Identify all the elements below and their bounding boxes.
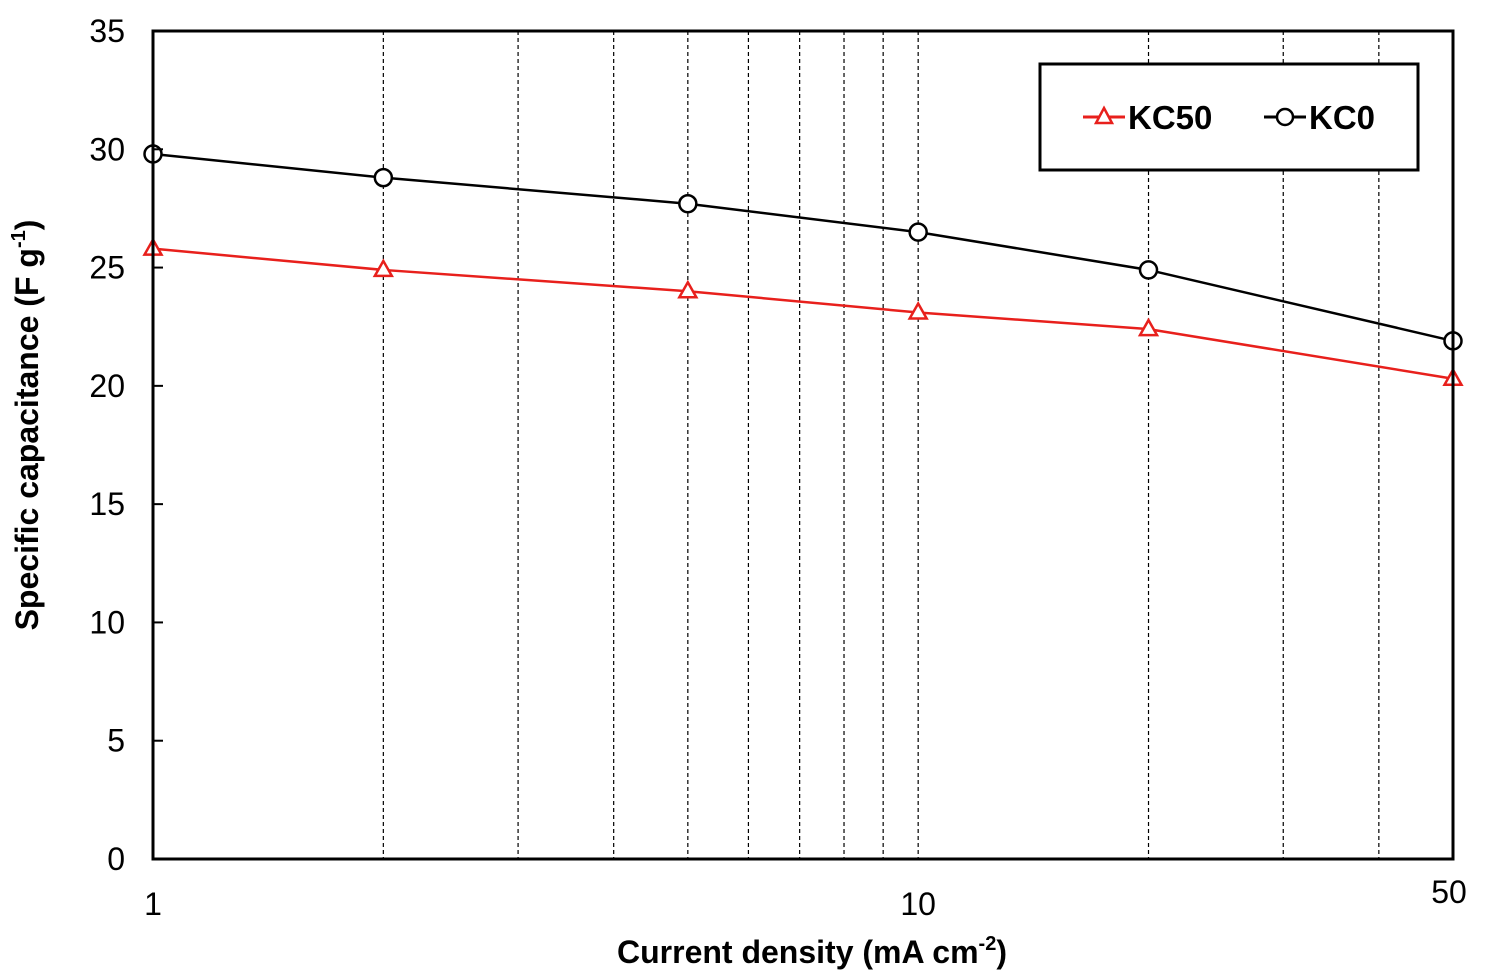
legend-entry-kc0: KC0 (1264, 99, 1375, 136)
data-point-kc0 (1138, 260, 1159, 280)
series-line-kc50 (152, 247, 1454, 380)
x-axis-title: Current density (mA cm-2) (617, 933, 1007, 970)
data-point-kc0 (908, 222, 928, 242)
y-axis-title-sup: -1 (8, 230, 30, 248)
legend: KC50 KC0 (1038, 62, 1420, 172)
data-point-kc50 (1137, 317, 1160, 337)
y-tick-label: 10 (89, 604, 125, 640)
data-point-kc0 (373, 167, 394, 188)
y-tick-label: 5 (107, 723, 125, 759)
legend-label-kc0: KC0 (1309, 99, 1375, 136)
y-tick-label: 25 (89, 250, 125, 286)
data-point-kc50 (677, 279, 699, 299)
legend-entry-kc50: KC50 (1083, 99, 1212, 136)
plot-area-frame (151, 29, 1455, 861)
series-group (142, 144, 1464, 387)
y-tick-label: 0 (107, 841, 125, 877)
legend-swatch-kc0-marker (1275, 107, 1295, 127)
series-kc0 (143, 144, 1463, 351)
data-point-kc50 (372, 258, 394, 278)
y-axis-title: Specific capacitance (F g-1) (8, 220, 45, 631)
series-line-kc0 (152, 152, 1454, 343)
y-tick-label: 15 (89, 486, 125, 522)
y-axis-ticks: 0 5 10 15 20 25 30 35 (89, 13, 163, 877)
y-axis-title-end: ) (9, 220, 45, 231)
legend-label-kc50: KC50 (1128, 99, 1212, 136)
x-axis-title-end: ) (996, 934, 1007, 970)
x-tick-label: 10 (900, 886, 936, 922)
legend-swatch-kc50-marker (1093, 105, 1115, 125)
x-tick-label: 1 (144, 886, 162, 922)
x-tick-label: 50 (1431, 874, 1467, 910)
data-point-kc50 (907, 300, 929, 320)
y-tick-label: 35 (89, 13, 125, 49)
y-tick-label: 30 (89, 131, 125, 167)
y-tick-label: 20 (89, 368, 125, 404)
x-axis-title-sup: -2 (979, 933, 997, 955)
grid-lines (382, 31, 1380, 859)
series-kc50 (142, 237, 1464, 387)
data-point-kc0 (678, 193, 698, 214)
x-axis-ticks: 1 10 50 (144, 874, 1467, 922)
